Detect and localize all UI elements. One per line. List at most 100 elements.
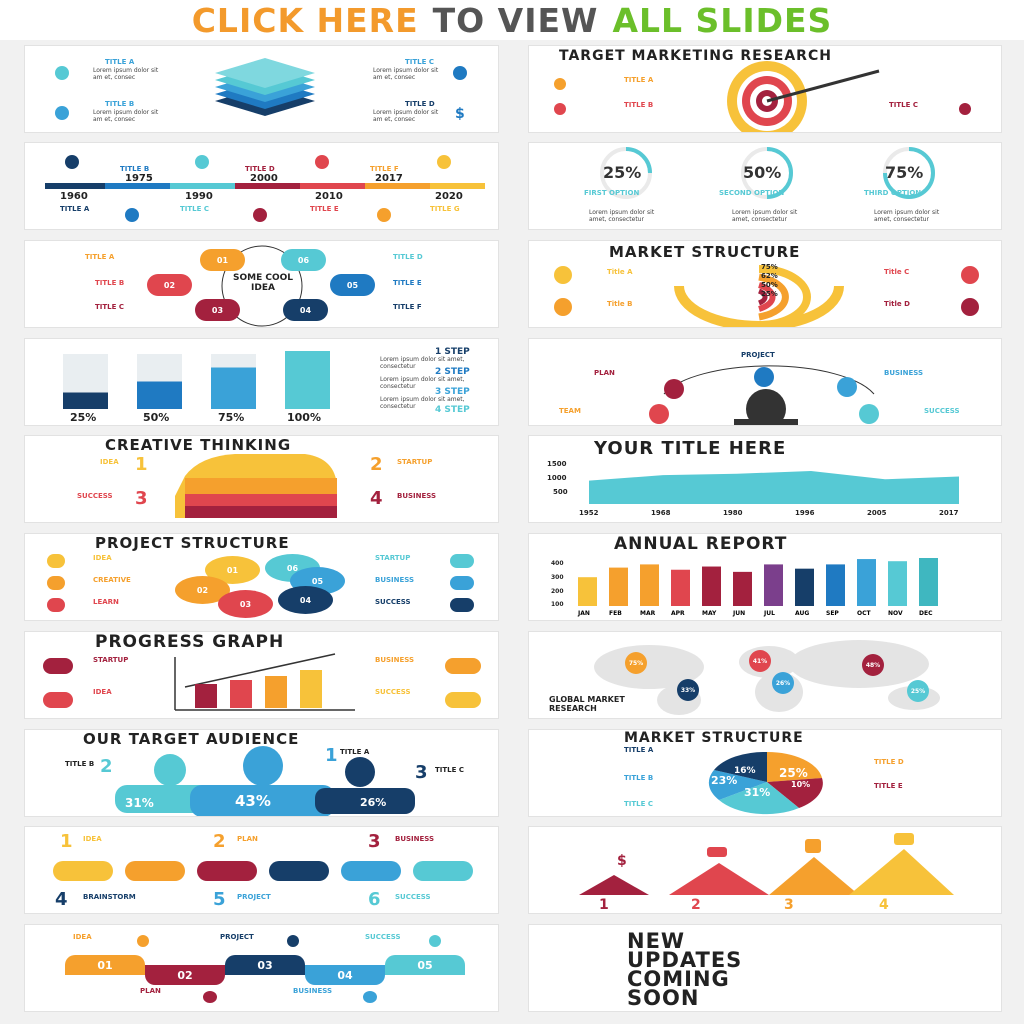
node-03: 03 (195, 299, 240, 321)
slide-cycle[interactable]: 01 06 02 05 03 04 SOME COOL IDEA TITLE A… (24, 240, 499, 328)
ytick-1500: 1500 (547, 460, 567, 468)
head-graphic (175, 454, 337, 518)
slide-icons-row[interactable]: 1 2 3 4 5 6 IDEA PLAN BUSINESS BRAINSTOR… (24, 826, 499, 914)
step-03: 03 (225, 955, 305, 975)
slide-annual-report[interactable]: ANNUAL REPORT JAN FEB MAR APR MAY JUN JUL AUG SE… (528, 533, 1002, 621)
node-01: 01 (200, 249, 245, 271)
label-learn: LEARN (93, 598, 119, 606)
node-02: 02 (147, 274, 192, 296)
chart-icon (961, 298, 979, 316)
soon-line: SOON (627, 986, 700, 1010)
petal-03: 03 (218, 590, 273, 618)
slide-market-arcs[interactable]: MARKET STRUCTURE 75% 62% 50% 25% Title A… (528, 240, 1002, 328)
slide-target[interactable]: TARGET MARKETING RESEARCH TITLE A TITLE … (528, 45, 1002, 133)
label-success: SUCCESS (375, 598, 411, 606)
xtick-nov: NOV (888, 610, 903, 617)
pin-41: 41% (749, 650, 771, 672)
slide-world-map[interactable]: 75% 41% 48% 33% 26% 25% GLOBAL MARKET RE… (528, 631, 1002, 719)
slide-progress-graph[interactable]: PROGRESS GRAPH STARTUP IDEA BUSINESS SUC… (24, 631, 499, 719)
xtick-apr: APR (671, 610, 685, 617)
bar-mar (640, 564, 659, 606)
pct-25: 25% (761, 290, 778, 298)
pin-26: 26% (772, 672, 794, 694)
year-6: 2017 (375, 173, 403, 184)
xtick-feb: FEB (609, 610, 622, 617)
title-e: TITLE E (393, 279, 422, 287)
title-b: TITLE B (624, 774, 654, 782)
label-business: BUSINESS (397, 492, 437, 500)
slide-pyramids[interactable]: $ 1 2 3 4 (528, 826, 1002, 914)
annual-bar-chart: JAN FEB MAR APR MAY JUN JUL AUG SEP OCT NOV DEC (577, 558, 938, 617)
bulb-icon (554, 266, 572, 284)
pct-16: 16% (734, 766, 756, 776)
slide-wave[interactable]: 01 02 03 04 05 IDEA PROJECT SUCCESS PLAN… (24, 924, 499, 1012)
num-3: 3 (784, 897, 794, 913)
dollar-icon (253, 208, 267, 222)
banner[interactable]: CLICK HERE TO VIEW ALL SLIDES (0, 0, 1024, 40)
slide-steps[interactable]: 25% 50% 75% 100% 1 STEP 2 STEP 3 STEP 4 … (24, 338, 499, 426)
label-team: TEAM (559, 407, 581, 415)
banner-part2[interactable]: TO VIEW (432, 0, 599, 40)
mail-icon (664, 379, 684, 399)
xtick-sep: SEP (826, 610, 839, 617)
xtick-2017: 2017 (939, 509, 959, 517)
pin-75: 75% (625, 652, 647, 674)
slide-target-audience[interactable]: OUR TARGET AUDIENCE 31% 43% 26% 2 1 3 TI… (24, 729, 499, 817)
gear-icon (47, 576, 65, 590)
chart-icon (959, 103, 971, 115)
pct-50: 50% (761, 281, 778, 289)
num-4: 4 (879, 897, 889, 913)
bar-apr (671, 569, 690, 606)
num-3: 3 (368, 831, 381, 852)
label-business: BUSINESS (395, 835, 435, 843)
slide-coming-soon[interactable]: NEW UPDATES COMING SOON (528, 924, 1002, 1012)
pct-43: 43% (235, 792, 271, 810)
xtick-1980: 1980 (723, 509, 743, 517)
cycle-center: SOME COOL IDEA (233, 273, 294, 293)
option-rings (600, 147, 935, 199)
title-a: TITLE A (624, 76, 654, 84)
progress-bar-1 (195, 684, 217, 708)
bar-100 (285, 351, 330, 409)
slide-title: MARKET STRUCTURE (624, 730, 804, 746)
slide-layers[interactable]: TITLE A Lorem ipsum dolor sit am et, con… (24, 45, 499, 133)
slide-creative-thinking[interactable]: CREATIVE THINKING 1 2 3 4 IDEA STARTUP S… (24, 435, 499, 523)
slide-market-pie[interactable]: MARKET STRUCTURE 16% 25% 23% 10% 31% TIT… (528, 729, 1002, 817)
pct-75: 75% (761, 263, 778, 271)
xtick-dec: DEC (919, 610, 933, 617)
petal-04: 04 (278, 586, 333, 614)
slide-options[interactable]: 25% 50% 75% FIRST OPTION SECOND OPTION T… (528, 142, 1002, 230)
audience-silhouettes (115, 746, 415, 816)
team-icon (961, 266, 979, 284)
title-f: TITLE F (393, 303, 422, 311)
label-plan: PLAN (594, 369, 615, 377)
bar-75 (211, 354, 256, 409)
slide-project-structure[interactable]: PROJECT STRUCTURE 01 06 02 05 03 04 IDEA… (24, 533, 499, 621)
area-chart (589, 471, 959, 504)
slide-title: PROJECT STRUCTURE (95, 534, 290, 552)
slide-area-chart[interactable]: YOUR TITLE HERE 1500 1000 500 1952 1968 … (528, 435, 1002, 523)
label-business: BUSINESS (293, 987, 333, 995)
bulb-icon (47, 554, 65, 568)
option-1: FIRST OPTION (584, 189, 640, 197)
num-5: 5 (213, 889, 226, 910)
slide-title: PROGRESS GRAPH (95, 632, 285, 652)
banner-part1[interactable]: CLICK HERE (191, 0, 419, 40)
handshake-icon (197, 861, 257, 881)
banner-part3[interactable]: ALL SLIDES (612, 0, 833, 40)
new-line: NEW (627, 929, 686, 953)
gear-icon (43, 658, 73, 674)
team-icon (707, 847, 727, 857)
case-icon (554, 298, 572, 316)
num-2: 2 (370, 454, 383, 475)
label-creative: CREATIVE (93, 576, 131, 584)
step-4: 4 STEP (435, 405, 470, 415)
slide-head-network[interactable]: PROJECT PLAN BUSINESS TEAM SUCCESS (528, 338, 1002, 426)
bar-jan (578, 577, 597, 606)
title-b: TITLE B (120, 165, 150, 173)
label-success: SUCCESS (924, 407, 960, 415)
slide-timeline[interactable]: 1960 1975 1990 2000 2010 2017 2020 TITLE… (24, 142, 499, 230)
step-text-2: Lorem ipsum dolor sit amet, consectetur (380, 376, 465, 390)
title-a: TITLE A (340, 748, 370, 756)
step-2: 2 STEP (435, 367, 470, 377)
